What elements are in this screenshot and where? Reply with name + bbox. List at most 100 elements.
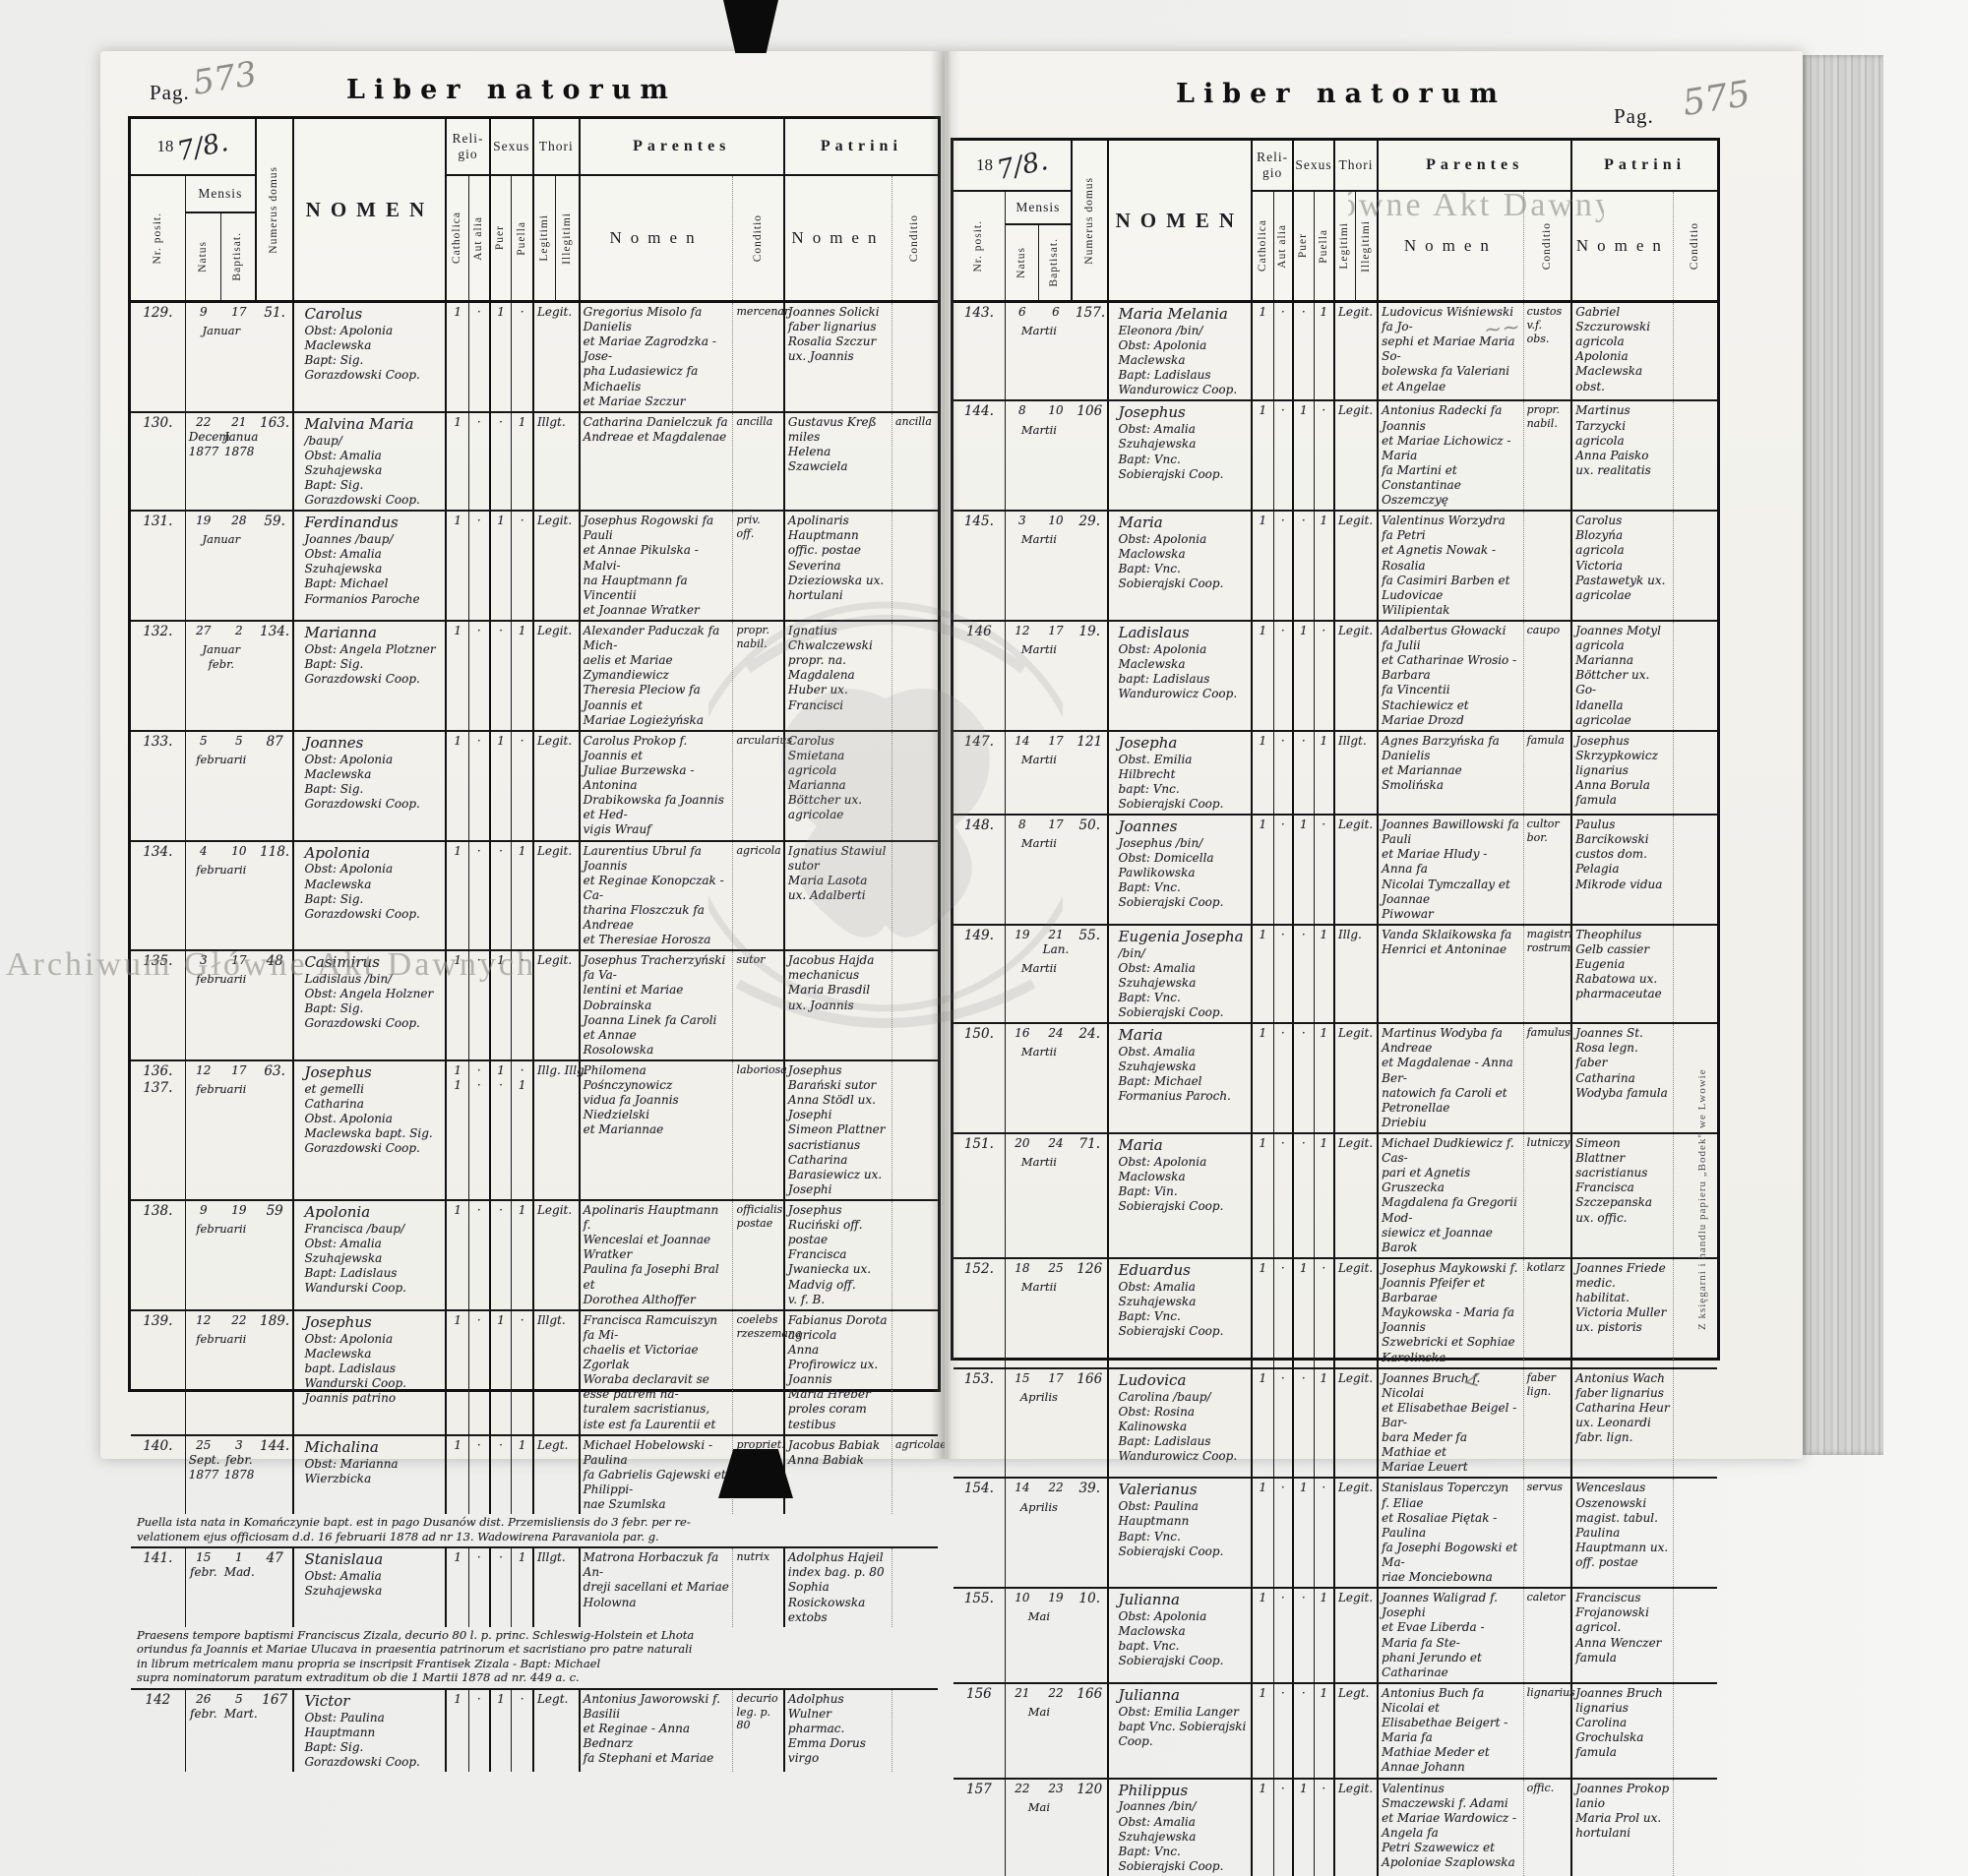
col-natus: Natus xyxy=(1006,225,1039,300)
row-mark-aut-alia: · xyxy=(1274,816,1295,924)
row-natus-day: 22 Decem 1877 xyxy=(188,414,230,458)
row-mark-aut-alia: · · xyxy=(469,1061,491,1200)
row-baptised-day: 5 Mart. xyxy=(223,1691,258,1721)
row-godparents: Gustavus Kreß miles Helena Szawciela xyxy=(785,412,892,511)
table-row: 151. 20 24 Martii 71. Maria Obst: Apolon… xyxy=(953,1134,1717,1259)
row-parents-conditio: decurio leg. p. 80 xyxy=(733,1689,785,1772)
col-numerus-domus: Numerus domus xyxy=(1073,141,1109,300)
row-child-name: Josephus et gemelli Catharina Obst. Apol… xyxy=(294,1061,448,1200)
row-month: Martii xyxy=(1020,836,1057,851)
row-natus-day: 3 xyxy=(199,953,208,968)
row-mark-catholica: 1 xyxy=(1253,1024,1274,1133)
row-natus-day: 14 xyxy=(1015,733,1030,748)
row-number: 139. xyxy=(131,1310,186,1434)
row-thori-status: Legit. xyxy=(534,512,581,620)
row-month xyxy=(186,461,257,465)
row-parents: Martinus Wodyba fa Andreae et Magdalenae… xyxy=(1379,1024,1524,1133)
row-godparents-conditio xyxy=(1674,816,1716,924)
row-natus-day: 5 xyxy=(199,733,208,748)
row-godparents: Jacobus Hajda mechanicus Maria Brasdil u… xyxy=(785,951,892,1060)
row-mark-aut-alia: · xyxy=(469,1548,491,1627)
row-parents: Joannes Bruch f. Nicolai et Elisabethae … xyxy=(1379,1368,1524,1478)
row-mark-puella: · xyxy=(512,303,534,411)
row-baptised-day: 6 xyxy=(1052,305,1060,319)
row-parents-conditio: sutor xyxy=(733,951,785,1060)
row-mark-catholica: 1 xyxy=(1253,1258,1274,1367)
row-house-number: 157. xyxy=(1073,303,1109,400)
row-mark-puella: · xyxy=(1315,401,1335,511)
row-godparents: Ignatius Chwalczewski propr. na. Magdale… xyxy=(785,621,892,730)
embossed-archive-stamp xyxy=(708,601,1063,1028)
row-mark-aut-alia: · xyxy=(1274,1134,1295,1257)
col-puer: Puer xyxy=(491,176,513,300)
row-mark-puer: · xyxy=(1294,303,1315,400)
row-house-number: 166 xyxy=(1073,1368,1109,1478)
row-godparents-conditio xyxy=(1674,303,1716,399)
table-row: 141. 15 febr. 1 Mad. 47 Stanislaua Obst:… xyxy=(131,1548,938,1690)
row-number: 131. xyxy=(131,512,186,620)
row-natus-day: 12 xyxy=(196,1312,212,1327)
row-child-name: Marianna Obst: Angela Plotzner Bapt: Sig… xyxy=(294,621,448,730)
row-natus-day: 12 xyxy=(196,1063,212,1078)
row-godparents: Josephus Skrzypkowicz lignarius Anna Bor… xyxy=(1572,731,1675,815)
row-parents: Ludovicus Wiśniewski fa Jo- sephi et Mar… xyxy=(1379,303,1524,400)
row-month: Martii xyxy=(1020,1045,1057,1059)
group-patrini: Patrini xyxy=(1572,141,1717,192)
row-mark-puella: · xyxy=(512,1689,534,1772)
row-mark-puer: 1 xyxy=(1294,621,1315,730)
table-row: 156 21 22 Mai 166 Julianna Obst: Emilia … xyxy=(953,1683,1717,1780)
row-thori-status: Legit. xyxy=(1335,303,1380,400)
row-child-name: Philippus Joannes /bin/ Obst: Amalia Szu… xyxy=(1109,1779,1254,1876)
row-number: 140. xyxy=(131,1435,186,1515)
row-child-name: Maria Obst: Apolonia Maclowska Bapt: Vnc… xyxy=(1109,512,1254,620)
row-child-name: Josepha Obst. Emilia Hilbrecht bapt: Vnc… xyxy=(1109,731,1254,815)
row-mark-aut-alia: · xyxy=(469,621,491,730)
row-godparents: Ignatius Stawiul sutor Maria Lasota ux. … xyxy=(785,841,892,950)
group-thori: Thori xyxy=(533,119,581,176)
row-number: 147. xyxy=(953,731,1006,815)
table-row: 150. 16 24 Martii 24. Maria Obst. Amalia… xyxy=(953,1024,1717,1135)
row-godparents: Joannes Motyl agricola Marianna Böttcher… xyxy=(1572,621,1675,730)
archive-watermark-top-right: Archiwum Główne Akt Dawnych xyxy=(1348,187,1604,226)
row-mark-puella: · xyxy=(1315,1258,1335,1367)
row-house-number: 29. xyxy=(1073,512,1109,620)
row-parents-conditio: caletor xyxy=(1524,1589,1573,1682)
table-row: 146 12 17 Martii 19. Ladislaus Obst: Apo… xyxy=(953,621,1717,732)
row-mark-puella: · xyxy=(1315,621,1335,730)
row-natus-day: 20 xyxy=(1015,1136,1030,1151)
row-parents: Gregorius Misolo fa Danielis et Mariae Z… xyxy=(581,303,734,411)
row-house-number: 71. xyxy=(1073,1134,1109,1257)
row-baptised-day: 17 xyxy=(231,1063,247,1078)
row-godparents-conditio xyxy=(1674,512,1716,620)
row-number: 155. xyxy=(953,1589,1006,1682)
row-godparents: Franciscus Frojanowski agricol. Anna Wen… xyxy=(1572,1589,1675,1682)
row-mark-aut-alia: · xyxy=(469,951,491,1060)
row-parents: Philomena Pośnczynowicz vidua fa Joannis… xyxy=(581,1061,734,1200)
row-mark-aut-alia: · xyxy=(1274,512,1295,620)
row-thori-status: Legit. xyxy=(534,731,581,840)
row-number: 142 xyxy=(131,1689,186,1772)
row-mark-catholica: 1 xyxy=(447,1548,469,1627)
row-thori-status: Illgt. xyxy=(1335,731,1380,815)
row-month: Mai xyxy=(1027,1799,1051,1814)
row-house-number: 106 xyxy=(1073,401,1109,511)
row-mark-catholica: 1 xyxy=(447,621,469,730)
row-mark-puer: · xyxy=(1294,1368,1315,1478)
table-row: 155. 10 19 Mai 10. Julianna Obst: Apolon… xyxy=(953,1589,1717,1684)
row-mark-puer: · xyxy=(1294,731,1315,815)
row-godparents: Joannes Bruch lignarius Carolina Grochul… xyxy=(1572,1683,1675,1778)
row-house-number: 50. xyxy=(1073,816,1109,924)
row-parents: Josephus Tracherzyński fa Va- lentini et… xyxy=(581,951,734,1060)
row-mark-aut-alia: · xyxy=(1274,925,1295,1023)
row-parents-conditio: faber lign. xyxy=(1524,1368,1573,1478)
row-baptised-day: 24 xyxy=(1048,1026,1064,1041)
row-baptised-day: 19 xyxy=(231,1203,247,1218)
row-mark-aut-alia: · xyxy=(469,412,491,511)
col-catholica: Catholica xyxy=(447,176,469,300)
row-number: 130. xyxy=(131,412,186,511)
row-natus-day: 12 xyxy=(1015,623,1030,637)
col-puella: Puella xyxy=(512,176,534,300)
row-mark-catholica: 1 xyxy=(447,512,469,620)
row-month: februarii xyxy=(196,1082,247,1097)
